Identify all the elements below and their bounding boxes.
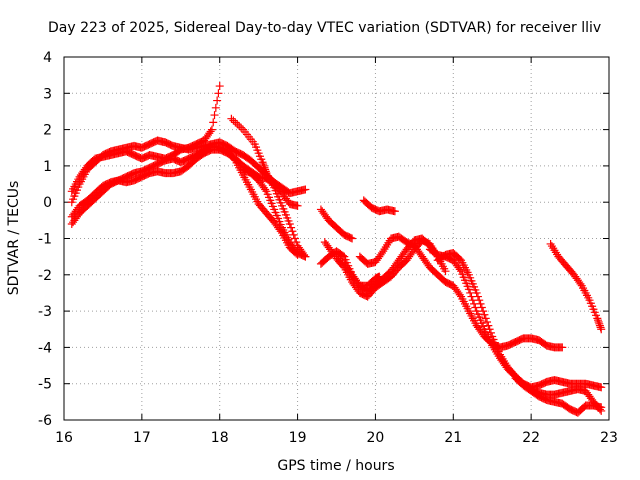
y-tick-label: 3 xyxy=(43,86,52,102)
data-point xyxy=(595,319,604,328)
data-point xyxy=(215,82,224,91)
data-point xyxy=(484,321,493,330)
data-point xyxy=(293,201,302,210)
data-point xyxy=(227,114,236,123)
plot-frame xyxy=(63,56,610,421)
data-point xyxy=(576,279,585,288)
x-tick-label: 18 xyxy=(211,430,229,446)
data-point xyxy=(233,120,242,129)
x-tick-label: 20 xyxy=(367,430,385,446)
data-point xyxy=(472,288,481,297)
x-axis-label: GPS time / hours xyxy=(277,458,394,474)
data-point xyxy=(300,252,309,261)
data-point xyxy=(464,285,473,294)
data-point xyxy=(476,299,485,308)
data-point xyxy=(594,317,603,326)
data-point xyxy=(486,328,495,337)
y-tick-label: -1 xyxy=(38,232,52,248)
data-point xyxy=(261,185,270,194)
data-point xyxy=(593,316,602,325)
data-point xyxy=(348,234,357,243)
data-point xyxy=(481,314,490,323)
x-tick-label: 22 xyxy=(522,430,540,446)
series-track-4 xyxy=(67,145,302,221)
data-point xyxy=(290,234,299,243)
y-tick-label: -5 xyxy=(38,377,52,393)
data-point xyxy=(211,103,220,112)
x-tick-label: 16 xyxy=(55,430,73,446)
series-track-9 xyxy=(332,236,450,301)
data-point xyxy=(261,165,270,174)
y-tick-label: -6 xyxy=(38,413,52,429)
data-point xyxy=(346,233,355,242)
x-tick-label: 19 xyxy=(289,430,307,446)
data-point xyxy=(261,167,270,176)
data-point xyxy=(258,158,267,167)
data-point xyxy=(260,163,269,172)
data-point xyxy=(209,118,218,127)
data-markers xyxy=(67,82,606,417)
data-point xyxy=(597,383,606,392)
y-tick-label: 1 xyxy=(43,159,52,175)
data-point xyxy=(259,161,268,170)
x-tick-label: 23 xyxy=(600,430,618,446)
data-point xyxy=(595,321,604,330)
y-tick-label: -3 xyxy=(38,304,52,320)
y-tick-label: -4 xyxy=(38,340,52,356)
x-tick-label: 17 xyxy=(133,430,151,446)
chart-title: Day 223 of 2025, Sidereal Day-to-day VTE… xyxy=(48,20,601,36)
data-point xyxy=(596,323,605,332)
series-track-12 xyxy=(359,196,399,216)
series-track-6 xyxy=(239,165,310,261)
data-point xyxy=(301,252,310,261)
data-point xyxy=(479,307,488,316)
y-tick-label: 4 xyxy=(43,50,52,66)
data-point xyxy=(485,325,494,334)
data-point xyxy=(477,303,486,312)
data-point xyxy=(441,267,450,276)
y-tick-label: 0 xyxy=(43,195,52,211)
y-tick-label: -2 xyxy=(38,268,52,284)
series-track-15 xyxy=(511,374,606,417)
data-point xyxy=(558,343,567,352)
data-point xyxy=(289,230,298,239)
series-track-16 xyxy=(546,239,606,334)
data-point xyxy=(597,403,606,412)
data-point xyxy=(475,296,484,305)
data-point xyxy=(207,125,216,134)
y-axis-label: SDTVAR / TECUs xyxy=(6,181,22,296)
data-point xyxy=(285,219,294,228)
data-point xyxy=(597,325,606,334)
series-track-2 xyxy=(67,82,224,196)
data-point xyxy=(593,314,602,323)
data-point xyxy=(288,227,297,236)
data-point xyxy=(483,317,492,326)
data-point xyxy=(206,127,215,136)
data-point xyxy=(214,89,223,98)
data-point xyxy=(235,121,244,130)
series-track-11 xyxy=(355,232,567,352)
data-point xyxy=(480,310,489,319)
data-point xyxy=(390,207,399,216)
data-point xyxy=(301,185,310,194)
data-point xyxy=(237,123,246,132)
series-track-10 xyxy=(316,247,384,290)
grid-lines xyxy=(64,57,609,420)
data-point xyxy=(455,290,464,299)
data-point xyxy=(375,272,384,281)
data-point xyxy=(287,223,296,232)
data-point xyxy=(210,111,219,120)
series-track-7 xyxy=(316,205,357,243)
data-point xyxy=(455,265,464,274)
data-point xyxy=(229,116,238,125)
x-tick-label: 21 xyxy=(444,430,462,446)
y-tick-label: 2 xyxy=(43,123,52,139)
data-point xyxy=(473,292,482,301)
data-point xyxy=(213,96,222,105)
data-point xyxy=(259,160,268,169)
data-point xyxy=(231,118,240,127)
series-track-5 xyxy=(227,114,310,261)
